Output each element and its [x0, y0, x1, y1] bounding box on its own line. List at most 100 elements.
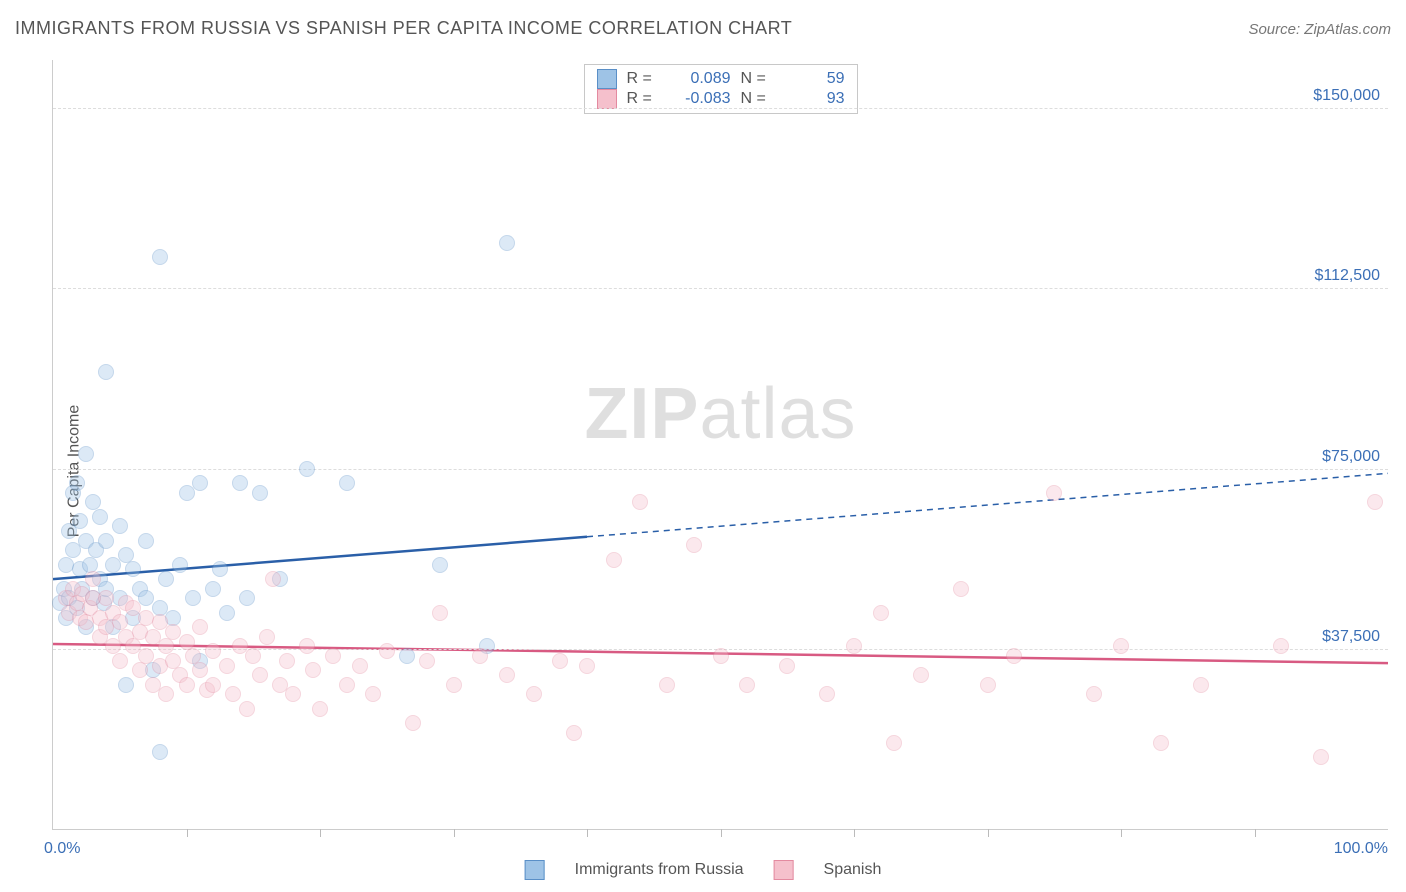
- swatch-russia-bottom: [525, 860, 545, 880]
- data-point: [659, 677, 675, 693]
- x-tick: [1121, 829, 1122, 837]
- y-tick-label: $37,500: [1322, 628, 1380, 646]
- data-point: [82, 557, 98, 573]
- watermark-light: atlas: [699, 374, 856, 454]
- data-point: [1273, 638, 1289, 654]
- data-point: [446, 677, 462, 693]
- gridline: [53, 108, 1388, 109]
- y-tick-label: $112,500: [1314, 267, 1380, 285]
- data-point: [132, 662, 148, 678]
- data-point: [239, 590, 255, 606]
- data-point: [118, 677, 134, 693]
- data-point: [78, 446, 94, 462]
- data-point: [552, 653, 568, 669]
- data-point: [219, 658, 235, 674]
- data-point: [886, 735, 902, 751]
- data-point: [913, 667, 929, 683]
- chart-container: Per Capita Income ZIPatlas R = 0.089 N =…: [0, 50, 1406, 892]
- gridline: [53, 288, 1388, 289]
- data-point: [305, 662, 321, 678]
- data-point: [432, 605, 448, 621]
- data-point: [713, 648, 729, 664]
- r-label: R =: [627, 70, 661, 88]
- data-point: [279, 653, 295, 669]
- chart-header: IMMIGRANTS FROM RUSSIA VS SPANISH PER CA…: [15, 18, 1391, 39]
- data-point: [1193, 677, 1209, 693]
- data-point: [339, 677, 355, 693]
- data-point: [172, 557, 188, 573]
- data-point: [205, 677, 221, 693]
- data-point: [365, 686, 381, 702]
- data-point: [112, 653, 128, 669]
- data-point: [980, 677, 996, 693]
- data-point: [499, 235, 515, 251]
- series-label-russia: Immigrants from Russia: [575, 861, 744, 879]
- data-point: [1113, 638, 1129, 654]
- data-point: [526, 686, 542, 702]
- data-point: [566, 725, 582, 741]
- data-point: [325, 648, 341, 664]
- data-point: [252, 485, 268, 501]
- data-point: [85, 571, 101, 587]
- x-tick: [1255, 829, 1256, 837]
- data-point: [125, 561, 141, 577]
- n-value-russia: 59: [785, 70, 845, 88]
- x-tick: [721, 829, 722, 837]
- data-point: [1046, 485, 1062, 501]
- source-attribution: Source: ZipAtlas.com: [1248, 21, 1391, 38]
- data-point: [205, 643, 221, 659]
- n-label: N =: [741, 70, 775, 88]
- n-value-spanish: 93: [785, 90, 845, 108]
- n-label-2: N =: [741, 90, 775, 108]
- data-point: [205, 581, 221, 597]
- data-point: [873, 605, 889, 621]
- data-point: [299, 461, 315, 477]
- plot-area: ZIPatlas R = 0.089 N = 59 R = -0.083 N =…: [52, 60, 1388, 830]
- data-point: [1313, 749, 1329, 765]
- trend-line-dashed: [587, 473, 1388, 536]
- r-label-2: R =: [627, 90, 661, 108]
- data-point: [98, 533, 114, 549]
- data-point: [432, 557, 448, 573]
- r-value-russia: 0.089: [671, 70, 731, 88]
- data-point: [245, 648, 261, 664]
- data-point: [152, 249, 168, 265]
- data-point: [112, 518, 128, 534]
- data-point: [379, 643, 395, 659]
- data-point: [239, 701, 255, 717]
- data-point: [299, 638, 315, 654]
- series-label-spanish: Spanish: [824, 861, 882, 879]
- swatch-spanish-bottom: [774, 860, 794, 880]
- y-tick-label: $150,000: [1313, 87, 1380, 105]
- data-point: [686, 537, 702, 553]
- r-value-spanish: -0.083: [671, 90, 731, 108]
- data-point: [92, 509, 108, 525]
- data-point: [739, 677, 755, 693]
- x-axis-min-label: 0.0%: [44, 840, 80, 858]
- data-point: [419, 653, 435, 669]
- data-point: [179, 677, 195, 693]
- legend-row-russia: R = 0.089 N = 59: [597, 69, 845, 89]
- watermark: ZIPatlas: [584, 373, 856, 455]
- data-point: [632, 494, 648, 510]
- watermark-bold: ZIP: [584, 374, 699, 454]
- data-point: [138, 533, 154, 549]
- data-point: [152, 744, 168, 760]
- data-point: [339, 475, 355, 491]
- data-point: [1153, 735, 1169, 751]
- series-legend: Immigrants from Russia Spanish: [525, 860, 882, 880]
- data-point: [185, 590, 201, 606]
- data-point: [232, 475, 248, 491]
- data-point: [1006, 648, 1022, 664]
- data-point: [499, 667, 515, 683]
- data-point: [212, 561, 228, 577]
- legend-row-spanish: R = -0.083 N = 93: [597, 89, 845, 109]
- data-point: [252, 667, 268, 683]
- chart-title: IMMIGRANTS FROM RUSSIA VS SPANISH PER CA…: [15, 18, 792, 39]
- data-point: [312, 701, 328, 717]
- data-point: [219, 605, 235, 621]
- data-point: [399, 648, 415, 664]
- swatch-russia: [597, 69, 617, 89]
- data-point: [606, 552, 622, 568]
- data-point: [192, 475, 208, 491]
